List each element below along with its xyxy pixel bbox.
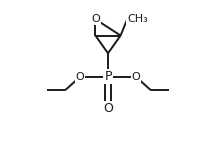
Text: CH₃: CH₃ (127, 14, 148, 24)
Text: O: O (76, 72, 84, 82)
Text: O: O (91, 14, 100, 24)
Text: O: O (103, 102, 113, 115)
Text: O: O (132, 72, 140, 82)
Text: P: P (104, 70, 112, 83)
